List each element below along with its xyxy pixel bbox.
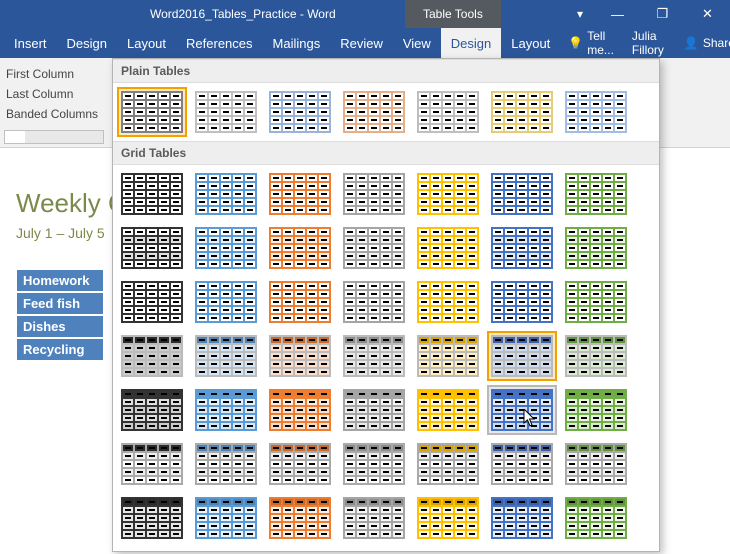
table-style-thumb[interactable]	[117, 87, 187, 137]
table-style-thumb[interactable]	[561, 87, 631, 137]
ribbon-display-options-icon[interactable]: ▾	[565, 0, 595, 28]
restore-button[interactable]: ❐	[640, 0, 685, 28]
table-style-thumb[interactable]	[339, 277, 409, 327]
tab-design[interactable]: Design	[441, 28, 501, 58]
table-style-thumb[interactable]	[339, 87, 409, 137]
table-style-thumb[interactable]	[191, 331, 261, 381]
table-style-thumb[interactable]	[487, 223, 557, 273]
table-style-thumb[interactable]	[413, 385, 483, 435]
table-row[interactable]: Recycling	[16, 338, 104, 361]
close-button[interactable]: ✕	[685, 0, 730, 28]
table-styles-gallery: Plain Tables Grid Tables	[112, 58, 660, 552]
minimize-button[interactable]: —	[595, 0, 640, 28]
last-column-checkbox[interactable]: Last Column	[4, 84, 100, 104]
contextual-tab-label: Table Tools	[405, 0, 501, 28]
table-style-thumb[interactable]	[487, 87, 557, 137]
table-style-thumb[interactable]	[191, 277, 261, 327]
table-style-thumb[interactable]	[413, 169, 483, 219]
tab-layout[interactable]: Layout	[501, 28, 560, 58]
table-style-thumb[interactable]	[561, 385, 631, 435]
share-icon: 👤	[684, 36, 699, 50]
table-style-thumb[interactable]	[339, 331, 409, 381]
table-style-thumb[interactable]	[117, 493, 187, 543]
table-row[interactable]: Dishes	[16, 315, 104, 338]
table-style-thumb[interactable]	[487, 385, 557, 435]
table-style-thumb[interactable]	[265, 87, 335, 137]
table-style-thumb[interactable]	[339, 439, 409, 489]
tab-design[interactable]: Design	[57, 28, 117, 58]
tab-references[interactable]: References	[176, 28, 262, 58]
table-style-thumb[interactable]	[117, 223, 187, 273]
table-style-thumb[interactable]	[339, 493, 409, 543]
table-style-thumb[interactable]	[191, 87, 261, 137]
table-style-thumb[interactable]	[265, 169, 335, 219]
table-row[interactable]: Homework	[16, 269, 104, 292]
table-style-thumb[interactable]	[339, 385, 409, 435]
table-style-thumb[interactable]	[487, 331, 557, 381]
share-label: Share	[703, 36, 730, 50]
banded-columns-checkbox[interactable]: Banded Columns	[4, 104, 100, 124]
table-style-thumb[interactable]	[117, 277, 187, 327]
table-style-thumb[interactable]	[117, 331, 187, 381]
table-style-thumb[interactable]	[487, 277, 557, 327]
table-style-thumb[interactable]	[413, 277, 483, 327]
first-column-checkbox[interactable]: First Column	[4, 64, 100, 84]
ribbon-tabs: InsertDesignLayoutReferencesMailingsRevi…	[0, 28, 730, 58]
table-style-thumb[interactable]	[265, 493, 335, 543]
table-style-thumb[interactable]	[117, 439, 187, 489]
table-style-thumb[interactable]	[191, 385, 261, 435]
lightbulb-icon: 💡	[568, 36, 583, 50]
tell-me-label: Tell me...	[587, 29, 614, 57]
tab-mailings[interactable]: Mailings	[263, 28, 331, 58]
table-style-thumb[interactable]	[561, 493, 631, 543]
ruler[interactable]	[4, 130, 104, 144]
tell-me-search[interactable]: 💡 Tell me...	[560, 29, 622, 57]
gallery-section-grid: Grid Tables	[113, 141, 659, 165]
gallery-section-plain: Plain Tables	[113, 59, 659, 83]
table-style-thumb[interactable]	[561, 439, 631, 489]
table-style-thumb[interactable]	[265, 277, 335, 327]
share-button[interactable]: 👤 Share	[674, 36, 730, 50]
table-style-thumb[interactable]	[265, 223, 335, 273]
table-style-thumb[interactable]	[413, 223, 483, 273]
table-style-thumb[interactable]	[561, 169, 631, 219]
table-style-thumb[interactable]	[561, 223, 631, 273]
table-style-thumb[interactable]	[265, 331, 335, 381]
table-style-thumb[interactable]	[413, 439, 483, 489]
table-style-thumb[interactable]	[191, 439, 261, 489]
tab-insert[interactable]: Insert	[4, 28, 57, 58]
table-style-thumb[interactable]	[117, 385, 187, 435]
table-style-thumb[interactable]	[117, 169, 187, 219]
table-style-thumb[interactable]	[265, 439, 335, 489]
user-name[interactable]: Julia Fillory	[622, 29, 674, 57]
tab-review[interactable]: Review	[330, 28, 393, 58]
table-style-thumb[interactable]	[561, 277, 631, 327]
document-title: Word2016_Tables_Practice - Word	[150, 7, 336, 21]
window-controls: ▾ — ❐ ✕	[565, 0, 730, 28]
table-style-thumb[interactable]	[561, 331, 631, 381]
table-style-thumb[interactable]	[487, 439, 557, 489]
table-style-thumb[interactable]	[191, 223, 261, 273]
table-style-thumb[interactable]	[413, 493, 483, 543]
plain-tables-row	[113, 83, 659, 141]
tab-layout[interactable]: Layout	[117, 28, 176, 58]
table-style-thumb[interactable]	[265, 385, 335, 435]
table-style-thumb[interactable]	[487, 169, 557, 219]
tab-view[interactable]: View	[393, 28, 441, 58]
table-style-thumb[interactable]	[413, 331, 483, 381]
title-bar: Word2016_Tables_Practice - Word Table To…	[0, 0, 730, 28]
table-style-thumb[interactable]	[191, 169, 261, 219]
table-style-thumb[interactable]	[487, 493, 557, 543]
grid-tables-rows	[113, 165, 659, 547]
table-style-thumb[interactable]	[413, 87, 483, 137]
table-style-thumb[interactable]	[191, 493, 261, 543]
table-row[interactable]: Feed fish	[16, 292, 104, 315]
table-style-thumb[interactable]	[339, 223, 409, 273]
table-style-thumb[interactable]	[339, 169, 409, 219]
